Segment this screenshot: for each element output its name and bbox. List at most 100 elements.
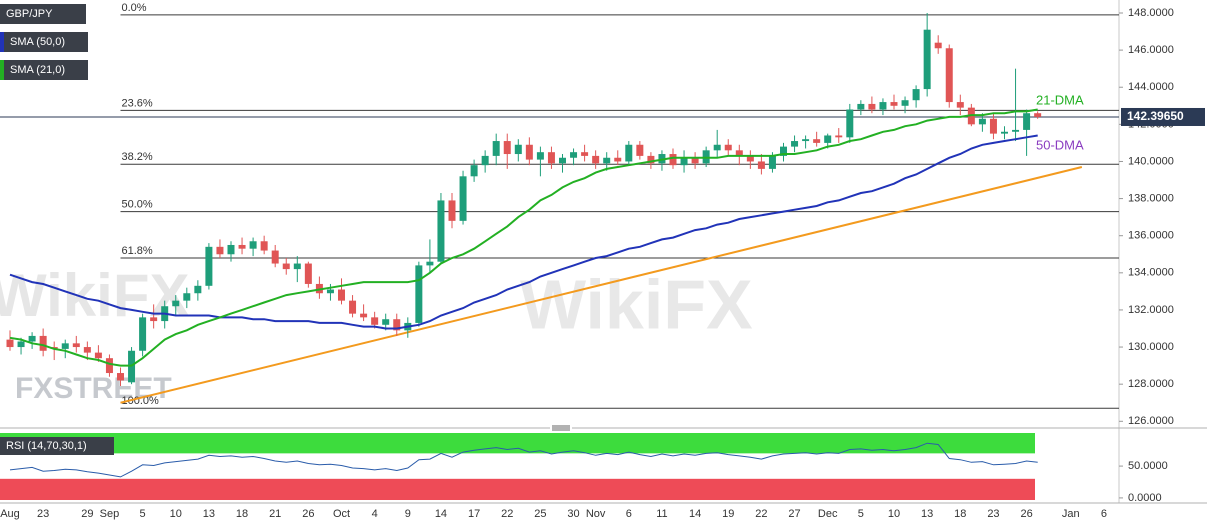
candle-body bbox=[17, 341, 25, 348]
candle-body bbox=[503, 141, 511, 155]
wikifx-watermark: WikiFX bbox=[520, 265, 753, 343]
x-tick-label: 13 bbox=[921, 508, 933, 520]
legend-label: SMA (21,0) bbox=[10, 64, 65, 76]
legend: RSI (14,70,30,1) GBP/JPY SMA (50,0) SMA (21… bbox=[0, 4, 114, 455]
fib-label: 61.8% bbox=[122, 245, 153, 257]
candle-body bbox=[791, 141, 799, 147]
candle-body bbox=[360, 313, 368, 318]
candle-body bbox=[868, 103, 876, 110]
y-tick-label: 130.0000 bbox=[1128, 341, 1174, 353]
x-tick-label: Jan bbox=[1062, 508, 1080, 520]
candle-body bbox=[238, 244, 246, 249]
candle-body bbox=[393, 319, 401, 331]
x-tick-label: 4 bbox=[372, 508, 378, 520]
x-tick-label: 22 bbox=[755, 508, 767, 520]
candle-body bbox=[570, 152, 578, 158]
x-tick-label: 10 bbox=[170, 508, 182, 520]
last-price-box bbox=[1121, 107, 1205, 126]
candle-body bbox=[349, 300, 357, 314]
x-tick-label: 5 bbox=[858, 508, 864, 520]
fib-label: 50.0% bbox=[122, 198, 153, 210]
trendline bbox=[120, 166, 1083, 404]
x-tick-label: 19 bbox=[722, 508, 734, 520]
candle-body bbox=[282, 263, 290, 270]
x-tick-label: 14 bbox=[435, 508, 447, 520]
y-tick-label: 126.0000 bbox=[1128, 415, 1174, 427]
candle-body bbox=[923, 29, 931, 90]
candle-body bbox=[780, 146, 787, 156]
x-tick-label: 17 bbox=[468, 508, 480, 520]
candle-body bbox=[6, 339, 14, 348]
candle-body bbox=[581, 152, 589, 156]
candle-body bbox=[603, 157, 611, 164]
candle-body bbox=[227, 244, 235, 255]
candle-body bbox=[547, 152, 555, 164]
candle-body bbox=[824, 135, 832, 143]
x-tick-label: Dec bbox=[818, 508, 838, 520]
legend-label: GBP/JPY bbox=[6, 8, 53, 20]
x-tick-label: 11 bbox=[656, 508, 667, 520]
x-tick-label: 18 bbox=[236, 508, 248, 520]
candle-body bbox=[94, 352, 102, 359]
candle-body bbox=[448, 200, 456, 221]
candle-body bbox=[724, 144, 732, 151]
candle-body bbox=[260, 241, 268, 251]
x-tick-label: Oct bbox=[333, 508, 350, 520]
x-tick-label: 14 bbox=[689, 508, 701, 520]
y-tick-label: 128.0000 bbox=[1128, 378, 1174, 390]
candle-body bbox=[680, 157, 688, 166]
rsi-tick-label: 50.0000 bbox=[1128, 460, 1168, 472]
candle-body bbox=[271, 250, 279, 264]
x-tick-label: 9 bbox=[405, 508, 411, 520]
candle-body bbox=[890, 102, 898, 106]
candle-body bbox=[835, 135, 843, 138]
candle-body bbox=[559, 157, 566, 164]
candle-body bbox=[691, 157, 699, 164]
fib-label: 100.0% bbox=[122, 395, 160, 407]
candle-body bbox=[172, 300, 180, 307]
candle-body bbox=[636, 144, 644, 156]
y-tick-label: 136.0000 bbox=[1128, 230, 1174, 242]
candle-body bbox=[326, 289, 334, 294]
x-tick-label: Sep bbox=[100, 508, 120, 520]
candle-body bbox=[879, 102, 887, 110]
x-tick-label: 6 bbox=[1101, 508, 1107, 520]
candle-body bbox=[194, 285, 202, 294]
legend-swatch bbox=[0, 60, 4, 80]
candle-body bbox=[956, 102, 964, 108]
candle-body bbox=[989, 118, 997, 134]
oversold-band bbox=[0, 478, 1035, 500]
candle-body bbox=[338, 289, 345, 301]
candle-body bbox=[382, 319, 390, 325]
rsi-title-box bbox=[0, 437, 114, 455]
candle-body bbox=[437, 200, 445, 262]
annotation: 50-DMA bbox=[1036, 137, 1084, 152]
legend-label: SMA (50,0) bbox=[10, 36, 65, 48]
candle-body bbox=[39, 335, 47, 351]
fib-label: 38.2% bbox=[122, 151, 153, 163]
legend-box bbox=[0, 60, 88, 80]
x-tick-label: 29 bbox=[81, 508, 93, 520]
candle-body bbox=[72, 343, 80, 348]
sma-line bbox=[9, 108, 1038, 367]
overbought-band bbox=[0, 433, 1035, 454]
candle-body bbox=[857, 103, 865, 110]
candle-body bbox=[150, 317, 158, 322]
x-tick-label: 27 bbox=[788, 508, 800, 520]
candle-body bbox=[105, 358, 113, 374]
candle-body bbox=[371, 317, 379, 325]
candle-body bbox=[768, 155, 776, 169]
y-tick-label: 140.0000 bbox=[1128, 155, 1174, 167]
x-tick-label: Aug bbox=[0, 508, 20, 520]
candle-body bbox=[647, 155, 655, 164]
candle-body bbox=[713, 144, 721, 151]
x-tick-label: 22 bbox=[501, 508, 513, 520]
x-tick-label: 23 bbox=[987, 508, 999, 520]
candle-body bbox=[28, 335, 36, 342]
candle-body bbox=[934, 42, 942, 49]
candle-body bbox=[492, 141, 500, 156]
candle-body bbox=[757, 161, 765, 169]
candle-body bbox=[139, 317, 147, 351]
